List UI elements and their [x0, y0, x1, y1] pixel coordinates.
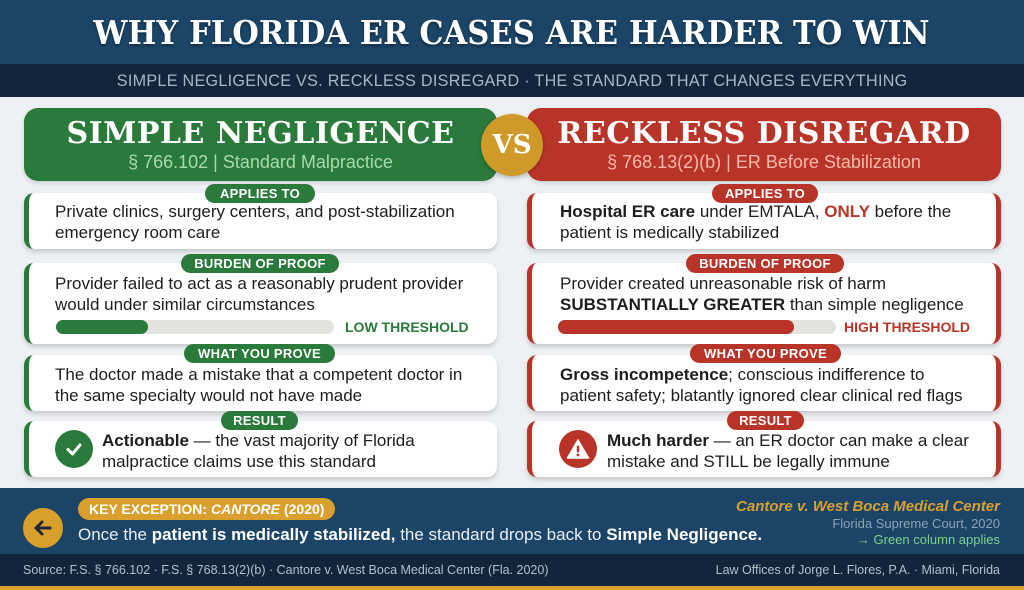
simple-negligence-statute: § 766.102 | Standard Malpractice [128, 151, 393, 172]
right-burden-card: Provider created unreasonable risk of ha… [527, 263, 1001, 344]
simple-negligence-title: SIMPLE NEGLIGENCE [66, 115, 455, 151]
right-applies-to-part-b: before the patient is medically stabiliz… [560, 202, 952, 242]
vs-badge: VS [481, 114, 543, 176]
left-result-rest: — the vast majority of Florida malpracti… [102, 431, 415, 471]
right-prove-rest: ; conscious indifference to patient safe… [560, 365, 963, 405]
case-name: Cantore v. West Boca Medical Center [736, 498, 1000, 515]
right-burden-text: Provider created unreasonable risk of ha… [560, 273, 980, 315]
arrow-left-icon [23, 508, 63, 548]
left-applies-to-text: Private clinics, surgery centers, and po… [55, 201, 481, 243]
right-applies-to-text: Hospital ER care under EMTALA, ONLY befo… [560, 201, 980, 243]
key-exception-prefix: KEY EXCEPTION: [89, 501, 207, 517]
key-exception-banner: KEY EXCEPTION: CANTORE (2020) Once the p… [0, 488, 1024, 554]
exception-part-a: Once the [78, 525, 152, 544]
page-subtitle-bar: SIMPLE NEGLIGENCE VS. RECKLESS DISREGARD… [0, 64, 1024, 97]
left-burden-text: Provider failed to act as a reasonably p… [55, 274, 464, 314]
right-result-card: Much harder — an ER doctor can make a cl… [527, 421, 1001, 477]
right-result-bold: Much harder [607, 431, 710, 450]
left-threshold-label: LOW THRESHOLD [345, 319, 469, 335]
left-result-label: RESULT [221, 411, 298, 430]
check-circle-icon [55, 430, 93, 468]
right-burden-part-a: Provider created unreasonable risk of ha… [560, 274, 886, 293]
page-title: WHY FLORIDA ER CASES ARE HARDER TO WIN [93, 12, 931, 52]
right-threshold-fill [558, 320, 795, 334]
right-applies-to-emphasis: ONLY [824, 202, 870, 221]
left-applies-to-value: Private clinics, surgery centers, and po… [55, 202, 455, 242]
left-threshold-fill [56, 320, 148, 334]
right-threshold-label: HIGH THRESHOLD [844, 319, 970, 335]
key-exception-case: CANTORE [211, 501, 280, 517]
right-prove-card: Gross incompetence; conscious indifferen… [527, 355, 1001, 411]
reckless-disregard-title: RECKLESS DISREGARD [557, 115, 971, 151]
left-burden-label: BURDEN OF PROOF [181, 254, 339, 273]
exception-part-b: the standard drops back to [395, 525, 607, 544]
left-result-card: Actionable — the vast majority of Florid… [24, 421, 497, 477]
footer-source: Source: F.S. § 766.102 · F.S. § 768.13(2… [23, 563, 549, 577]
left-prove-label: WHAT YOU PROVE [184, 344, 335, 363]
page-header: WHY FLORIDA ER CASES ARE HARDER TO WIN [0, 0, 1024, 64]
right-prove-label: WHAT YOU PROVE [690, 344, 841, 363]
vs-label: VS [492, 130, 532, 160]
case-applies-note: → Green column applies [856, 532, 1000, 547]
right-burden-part-b: than simple negligence [785, 295, 964, 314]
right-applies-to-part-a: under EMTALA, [695, 202, 825, 221]
right-result-rest: — an ER doctor can make a clear mistake … [607, 431, 969, 471]
right-burden-bold: SUBSTANTIALLY GREATER [560, 295, 786, 314]
gold-accent-strip [0, 586, 1024, 590]
key-exception-year: (2020) [283, 501, 325, 517]
case-court: Florida Supreme Court, 2020 [832, 516, 1000, 531]
key-exception-pill: KEY EXCEPTION: CANTORE (2020) [78, 498, 336, 520]
reckless-disregard-statute: § 768.13(2)(b) | ER Before Stabilization [607, 151, 921, 172]
footer: Source: F.S. § 766.102 · F.S. § 768.13(2… [0, 554, 1024, 586]
right-applies-to-bold: Hospital ER care [560, 202, 696, 221]
exception-bold-a: patient is medically stabilized, [151, 525, 396, 544]
left-result-bold: Actionable [102, 431, 189, 450]
left-threshold-bar [56, 320, 334, 334]
reckless-disregard-header: RECKLESS DISREGARD § 768.13(2)(b) | ER B… [527, 108, 1001, 181]
page-subtitle: SIMPLE NEGLIGENCE VS. RECKLESS DISREGARD… [116, 70, 908, 90]
key-exception-text: Once the patient is medically stabilized… [78, 525, 762, 545]
right-result-text: Much harder — an ER doctor can make a cl… [607, 430, 980, 472]
right-result-label: RESULT [727, 411, 804, 430]
right-applies-to-label: APPLIES TO [712, 184, 818, 203]
warning-triangle-icon [559, 430, 597, 468]
left-prove-card: The doctor made a mistake that a compete… [24, 355, 497, 411]
left-applies-to-label: APPLIES TO [205, 184, 315, 203]
left-result-text: Actionable — the vast majority of Florid… [102, 430, 481, 472]
left-burden-card: Provider failed to act as a reasonably p… [24, 263, 497, 344]
right-burden-label: BURDEN OF PROOF [686, 254, 844, 273]
exception-bold-b: Simple Negligence. [606, 525, 763, 544]
footer-firm: Law Offices of Jorge L. Flores, P.A. · M… [715, 563, 1000, 577]
simple-negligence-header: SIMPLE NEGLIGENCE § 766.102 | Standard M… [24, 108, 497, 181]
right-prove-text: Gross incompetence; conscious indifferen… [560, 364, 980, 406]
left-prove-text: The doctor made a mistake that a compete… [55, 365, 463, 405]
right-prove-bold: Gross incompetence [560, 365, 729, 384]
right-threshold-bar [558, 320, 836, 334]
case-citation: Cantore v. West Boca Medical Center Flor… [736, 498, 1000, 548]
